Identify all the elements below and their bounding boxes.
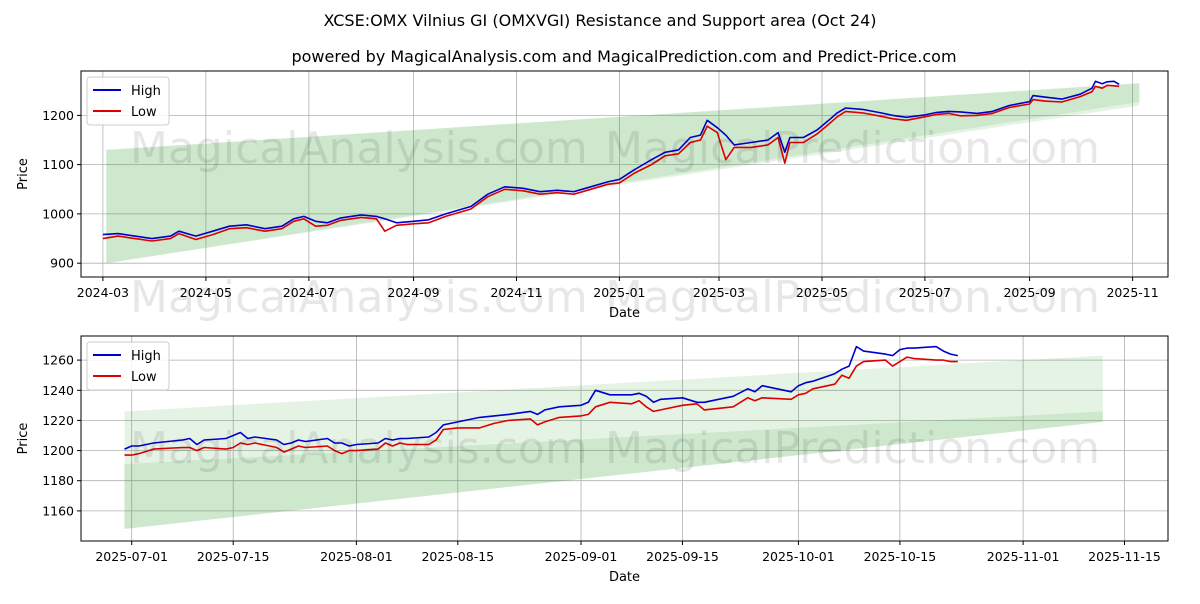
- bottom-axes-frame: [80, 335, 1169, 542]
- bottom-y-tick-label: 1220: [42, 413, 74, 428]
- bottom-x-tick-label: 2025-09-01: [545, 549, 618, 564]
- bottom-y-tick-label: 1260: [42, 353, 74, 368]
- top-x-tick-label: 2025-07: [899, 285, 951, 300]
- bottom-band-support: [124, 411, 1103, 529]
- bottom-x-tick-label: 2025-10-15: [864, 549, 937, 564]
- bottom-x-tick-label: 2025-07-01: [95, 549, 168, 564]
- top-legend: High Low: [86, 76, 170, 126]
- chart-subtitle: powered by MagicalAnalysis.com and Magic…: [291, 47, 956, 66]
- top-x-tick-label: 2025-09: [1003, 285, 1055, 300]
- top-y-tick-label: 1100: [42, 157, 74, 172]
- bottom-x-tick-label: 2025-08-01: [320, 549, 393, 564]
- chart-title: XCSE:OMX Vilnius GI (OMXVGI) Resistance …: [323, 11, 876, 30]
- watermark-layer: MagicalAnalysis.com MagicalPrediction.co…: [130, 123, 1100, 474]
- bottom-y-tick-label: 1240: [42, 383, 74, 398]
- bottom-x-tick-label: 2025-11-15: [1088, 549, 1161, 564]
- bottom-x-tick-label: 2025-09-15: [646, 549, 719, 564]
- top-chart-panel: 2024-03 2024-05 2024-07 2024-09 2024-11 2025-…: [16, 70, 1169, 321]
- bottom-series-low: [124, 356, 958, 456]
- bottom-legend-label-low: Low: [131, 370, 157, 385]
- bottom-y-tick-label: 1200: [42, 443, 74, 458]
- top-x-tick-label: 2025-03: [693, 285, 745, 300]
- watermark-bottom-left: MagicalAnalysis.com: [130, 423, 588, 474]
- top-y-tick-label: 900: [50, 256, 74, 271]
- watermark-top-right: MagicalPrediction.com: [605, 123, 1100, 174]
- top-x-axis-label: Date: [609, 306, 640, 321]
- bottom-x-tick-label: 2025-08-15: [421, 549, 494, 564]
- top-x-tick-label: 2024-09: [387, 285, 439, 300]
- bottom-y-axis-label: Price: [16, 423, 31, 455]
- bottom-x-axis-label: Date: [609, 570, 640, 585]
- top-x-tick-label: 2025-11: [1106, 285, 1158, 300]
- top-x-tick-label: 2024-07: [283, 285, 335, 300]
- top-y-tick-label: 1200: [42, 108, 74, 123]
- watermark-top-left: MagicalAnalysis.com: [130, 123, 588, 174]
- bottom-y-tick-label: 1160: [42, 503, 74, 518]
- bottom-band-resistance: [124, 355, 1103, 529]
- top-x-tick-label: 2024-11: [490, 285, 542, 300]
- top-x-tick-label: 2025-05: [796, 285, 848, 300]
- bottom-series-high: [124, 345, 958, 450]
- top-x-tick-label: 2025-01: [593, 285, 645, 300]
- bottom-legend: High Low: [86, 341, 170, 391]
- top-x-tick-label: 2024-03: [77, 285, 129, 300]
- top-legend-label-low: Low: [131, 105, 157, 120]
- bottom-legend-label-high: High: [131, 349, 161, 364]
- watermark-middle-right: MagicalPrediction.com: [605, 272, 1100, 323]
- bottom-y-tick-label: 1180: [42, 473, 74, 488]
- bottom-x-tick-label: 2025-07-15: [197, 549, 270, 564]
- top-y-axis-label: Price: [16, 158, 31, 190]
- bottom-chart-panel: 2025-07-01 2025-07-15 2025-08-01 2025-08-15…: [16, 335, 1169, 585]
- bottom-x-tick-label: 2025-11-01: [987, 549, 1060, 564]
- top-y-tick-label: 1000: [42, 206, 74, 221]
- top-axes-frame: [80, 70, 1169, 278]
- watermark-middle-left: MagicalAnalysis.com: [130, 272, 588, 323]
- top-x-tick-label: 2024-05: [180, 285, 232, 300]
- top-series-high: [102, 80, 1120, 240]
- top-legend-label-high: High: [131, 84, 161, 99]
- top-series-low: [102, 84, 1120, 242]
- bottom-x-tick-label: 2025-10-01: [762, 549, 835, 564]
- watermark-bottom-right: MagicalPrediction.com: [605, 423, 1100, 474]
